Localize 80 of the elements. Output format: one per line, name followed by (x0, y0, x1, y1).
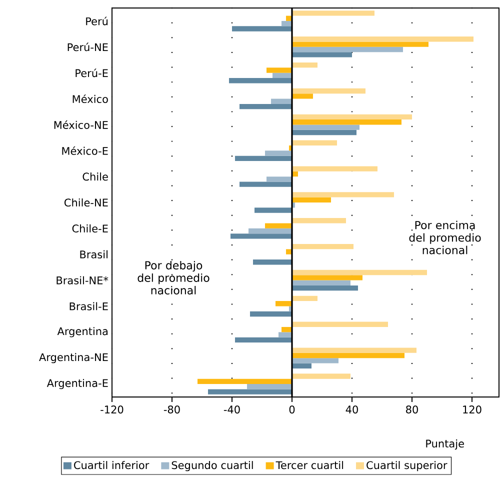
bar (292, 275, 362, 280)
bar (292, 285, 358, 291)
bar (292, 374, 351, 379)
y-tick-label: Argentina-E (46, 378, 108, 390)
annotation: Por encima del promedio nacional (409, 220, 481, 254)
bar (292, 322, 388, 327)
bar (253, 260, 292, 265)
bar (292, 352, 404, 358)
bar (232, 26, 292, 32)
annotation: Por debajo del promedio nacional (138, 260, 210, 294)
bar (292, 114, 412, 120)
bar (292, 10, 375, 16)
bar (292, 130, 357, 136)
legend-label: Segundo cuartil (172, 461, 253, 472)
bar (240, 104, 292, 110)
legend-label: Cuartil inferior (74, 461, 150, 470)
bar (254, 208, 292, 213)
x-tick-label: -40 (224, 406, 240, 414)
x-tick-label: 0 (289, 406, 295, 414)
bar (266, 176, 292, 182)
y-tick-label: México (72, 94, 108, 104)
bar (266, 68, 292, 73)
x-tick-label: 80 (406, 406, 418, 414)
bar (271, 98, 292, 104)
bar (292, 94, 313, 99)
bar (265, 223, 292, 228)
bar (292, 244, 354, 250)
y-tick-label: Brasil-NE* (56, 276, 108, 284)
bar (292, 120, 402, 125)
bar (292, 280, 351, 286)
bar (230, 234, 292, 239)
y-tick-label: Perú (86, 16, 108, 26)
x-tick-label: 120 (463, 406, 482, 414)
bar (265, 150, 292, 156)
bar (292, 363, 312, 368)
bar (235, 156, 292, 162)
bar (208, 389, 292, 394)
bar (292, 296, 318, 302)
x-axis-title: Puntaje (426, 439, 464, 450)
legend-label: Cuartil superior (366, 461, 448, 472)
bar (235, 337, 292, 343)
bar (292, 166, 378, 172)
y-tick-label: Perú-E (76, 68, 108, 78)
y-tick-label: Brasil (80, 250, 108, 258)
bar (292, 348, 417, 353)
y-tick-label: México-NE (54, 120, 108, 129)
bar (292, 197, 332, 202)
bar (292, 42, 428, 47)
bar (292, 46, 404, 52)
y-tick-label: México-E (62, 146, 108, 155)
bar (247, 384, 292, 390)
bar (292, 124, 360, 130)
bar (292, 52, 352, 58)
x-tick-label: -80 (164, 406, 180, 414)
bar (292, 218, 346, 224)
bar (198, 378, 292, 384)
bar (292, 140, 337, 146)
bar (292, 192, 394, 198)
y-tick-label: Argentina-NE (39, 353, 108, 364)
bar (250, 311, 292, 317)
bar (272, 72, 292, 78)
bar (229, 78, 292, 84)
bar (292, 358, 339, 364)
y-tick-label: Chile-E (72, 224, 108, 232)
x-tick-label: -120 (100, 406, 124, 414)
bar (292, 88, 366, 94)
y-tick-label: Brasil-E (70, 302, 108, 310)
bar (276, 301, 292, 306)
y-tick-label: Chile-NE (64, 198, 108, 207)
bar (278, 332, 292, 338)
bar (248, 228, 292, 234)
bar (240, 182, 292, 187)
y-tick-label: Chile (82, 172, 108, 181)
y-tick-label: Argentina (57, 327, 108, 338)
bar (292, 36, 474, 42)
legend-label: Tercer cuartil (276, 461, 344, 470)
bar (292, 62, 318, 68)
y-tick-label: Perú-NE (68, 42, 108, 52)
bar (292, 270, 428, 276)
x-tick-label: 40 (346, 406, 358, 414)
